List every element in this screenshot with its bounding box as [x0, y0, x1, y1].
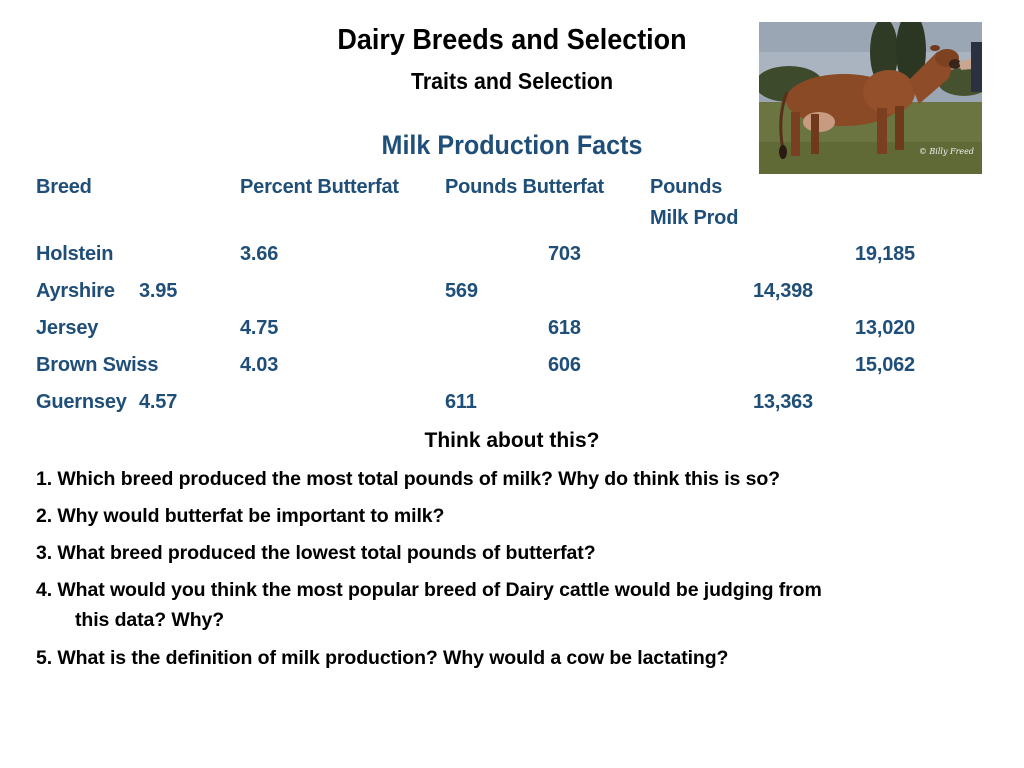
row-pounds-milk: 13,363: [753, 391, 813, 413]
row-pounds-milk: 19,185: [855, 243, 915, 265]
row-percent-butterfat: 3.95: [139, 280, 178, 302]
cow-photo: © Billy Freed: [759, 22, 982, 174]
row-percent-butterfat: 4.75: [240, 317, 279, 339]
header-percent-butterfat: Percent Butterfat: [240, 176, 399, 198]
row-pounds-milk: 14,398: [753, 280, 813, 302]
row-percent-butterfat: 4.03: [240, 354, 279, 376]
row-pounds-butterfat: 569: [445, 280, 478, 302]
row-pounds-milk: 15,062: [855, 354, 915, 376]
row-pounds-butterfat: 611: [445, 391, 477, 413]
cow-illustration: [759, 22, 982, 174]
slide-title: Dairy Breeds and Selection: [337, 24, 687, 56]
table-heading: Milk Production Facts: [381, 130, 643, 160]
row-breed: Ayrshire: [36, 280, 115, 302]
header-pounds-butterfat: Pounds Butterfat: [445, 176, 605, 198]
question-3: 3. What breed produced the lowest total …: [36, 542, 596, 564]
question-4-line-2: this data? Why?: [75, 609, 225, 631]
question-1: 1. Which breed produced the most total p…: [36, 468, 780, 490]
row-breed: Brown Swiss: [36, 354, 159, 376]
row-breed: Jersey: [36, 317, 99, 339]
row-percent-butterfat: 3.66: [240, 243, 279, 265]
row-pounds-butterfat: 618: [548, 317, 581, 339]
row-pounds-butterfat: 703: [548, 243, 581, 265]
slide-subtitle: Traits and Selection: [410, 68, 614, 94]
header-pounds-milk-line2: Milk Prod: [650, 207, 739, 229]
question-5: 5. What is the definition of milk produc…: [36, 647, 729, 669]
header-pounds-milk-line1: Pounds: [650, 176, 723, 198]
questions-heading: Think about this?: [424, 429, 600, 452]
header-breed: Breed: [36, 176, 92, 198]
row-pounds-milk: 13,020: [855, 317, 915, 339]
photo-credit: © Billy Freed: [918, 147, 974, 156]
row-breed: Guernsey: [36, 391, 127, 413]
row-breed: Holstein: [36, 243, 114, 265]
question-4-line-1: 4. What would you think the most popular…: [36, 579, 822, 601]
question-2: 2. Why would butterfat be important to m…: [36, 505, 445, 527]
row-pounds-butterfat: 606: [548, 354, 581, 376]
row-percent-butterfat: 4.57: [139, 391, 178, 413]
